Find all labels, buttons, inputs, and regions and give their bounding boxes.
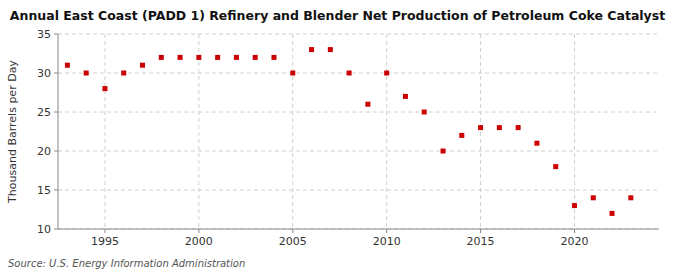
point (253, 55, 258, 60)
point (196, 55, 201, 60)
point (328, 47, 333, 52)
point (215, 55, 220, 60)
x-grid-line (198, 34, 199, 229)
y-axis-line (58, 34, 59, 229)
point (290, 71, 295, 76)
y-ticks: 10 15 20 25 30 35 (37, 28, 58, 236)
x-grid-line (386, 34, 387, 229)
point (628, 195, 633, 200)
point (271, 55, 276, 60)
points (65, 47, 633, 216)
y-tick-label: 25 (37, 106, 51, 119)
point (534, 141, 539, 146)
y-grid-line (58, 34, 659, 35)
point (497, 125, 502, 130)
title: Annual East Coast (PADD 1) Refinery and … (10, 8, 665, 23)
y-tick-label: 35 (37, 28, 51, 41)
point (516, 125, 521, 130)
x-tick-label: 2000 (185, 235, 213, 248)
y-tick (54, 73, 58, 74)
point (591, 195, 596, 200)
point (553, 164, 558, 169)
x-tick (198, 229, 199, 233)
x-tick (574, 229, 575, 233)
x-axis-line (58, 229, 659, 230)
x-grid-line (480, 34, 481, 229)
point (422, 110, 427, 115)
x-grid-line (574, 34, 575, 229)
x-tick (104, 229, 105, 233)
y-tick-label: 10 (37, 223, 51, 236)
y-grid-line (58, 151, 659, 152)
y-grid-line (58, 229, 659, 230)
chart-svg: 1995 2000 2005 2010 2015 2020 10 15 20 25 30 35 Thou… (0, 0, 675, 275)
y-grid-line (58, 190, 659, 191)
chart-container: 1995 2000 2005 2010 2015 2020 10 15 20 25 30 35 Thou… (0, 0, 675, 275)
x-tick-label: 2005 (279, 235, 307, 248)
point (365, 102, 370, 107)
y-tick-label: 15 (37, 184, 51, 197)
point (478, 125, 483, 130)
y-grid-line (58, 73, 659, 74)
x-ticks: 1995 2000 2005 2010 2015 2020 (91, 229, 589, 248)
x-tick-label: 2020 (560, 235, 588, 248)
y-tick (54, 190, 58, 191)
y-tick (54, 151, 58, 152)
y-tick-label: 20 (37, 145, 51, 158)
y-tick (54, 34, 58, 35)
x-tick-label: 2010 (373, 235, 401, 248)
y-tick (54, 112, 58, 113)
x-tick-label: 2015 (467, 235, 495, 248)
point (441, 149, 446, 154)
point (178, 55, 183, 60)
point (84, 71, 89, 76)
x-grid-line (292, 34, 293, 229)
point (384, 71, 389, 76)
point (121, 71, 126, 76)
x-tick (386, 229, 387, 233)
point (347, 71, 352, 76)
x-tick (292, 229, 293, 233)
y-grid-line (58, 112, 659, 113)
y-tick (54, 229, 58, 230)
point (140, 63, 145, 68)
point (610, 211, 615, 216)
point (65, 63, 70, 68)
x-tick (480, 229, 481, 233)
point (159, 55, 164, 60)
point (234, 55, 239, 60)
y-tick-label: 30 (37, 67, 51, 80)
x-tick-label: 1995 (91, 235, 119, 248)
point (403, 94, 408, 99)
point (102, 86, 107, 91)
point (572, 203, 577, 208)
source-note: Source: U.S. Energy Information Administ… (8, 258, 245, 269)
point (459, 133, 464, 138)
y-axis-label: Thousand Barrels per Day (6, 60, 19, 204)
x-grid-line (104, 34, 105, 229)
grid (58, 34, 659, 229)
point (309, 47, 314, 52)
